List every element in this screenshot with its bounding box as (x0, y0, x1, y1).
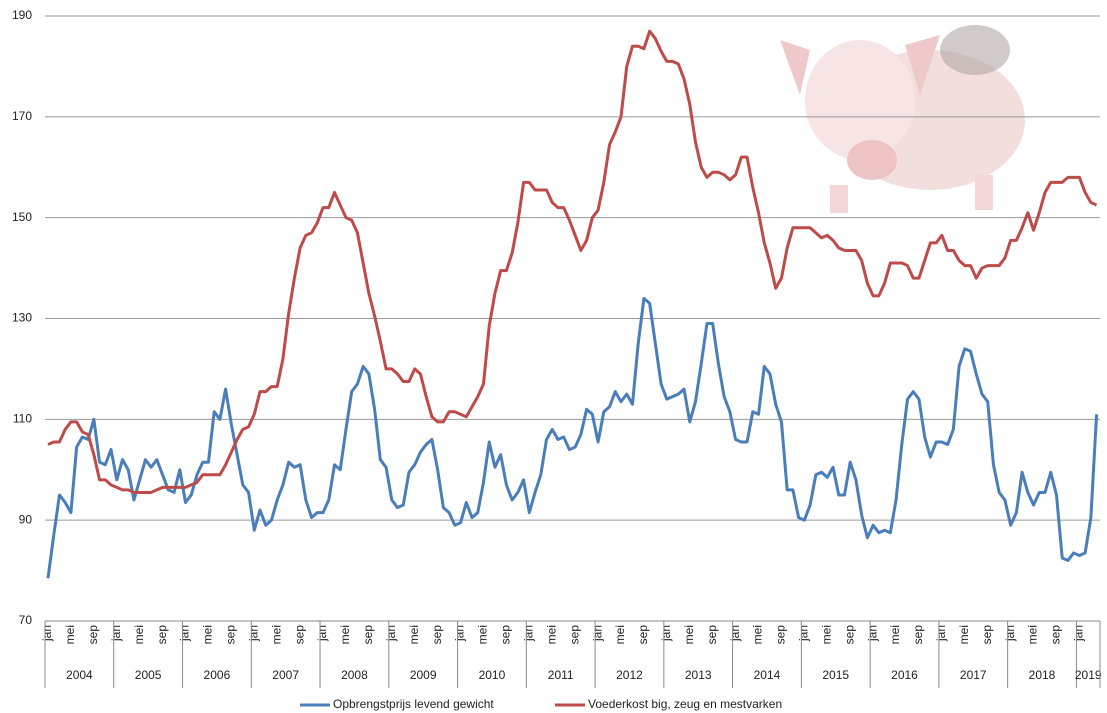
x-tick-label: sep (705, 625, 719, 645)
x-tick-label: jan (521, 625, 535, 642)
year-label: 2013 (685, 668, 712, 682)
x-tick-label: mei (544, 625, 558, 644)
year-label: 2016 (891, 668, 918, 682)
x-tick-label: jan (109, 625, 123, 642)
x-tick-label: mei (1026, 625, 1040, 644)
x-tick-label: sep (911, 625, 925, 645)
x-tick-label: mei (613, 625, 627, 644)
year-label: 2006 (204, 668, 231, 682)
year-label: 2014 (754, 668, 781, 682)
x-tick-label: mei (201, 625, 215, 644)
x-tick-label: sep (842, 625, 856, 645)
legend-label: Voederkost big, zeug en mestvarken (588, 697, 782, 711)
x-tick-label: mei (338, 625, 352, 644)
y-tick-label: 90 (19, 512, 33, 526)
x-tick-label: sep (155, 625, 169, 645)
year-label: 2018 (1029, 668, 1056, 682)
y-tick-label: 130 (12, 311, 32, 325)
chart: 7090110130150170190janmeisepjanmeisepjan… (0, 0, 1107, 713)
x-tick-label: sep (774, 625, 788, 645)
x-tick-label: sep (86, 625, 100, 645)
x-tick-label: sep (292, 625, 306, 645)
x-tick-label: sep (224, 625, 238, 645)
x-tick-label: jan (797, 625, 811, 642)
y-tick-label: 170 (12, 109, 32, 123)
series-line (48, 298, 1097, 578)
year-label: 2005 (135, 668, 162, 682)
x-tick-label: jan (384, 625, 398, 642)
x-tick-label: jan (659, 625, 673, 642)
year-label: 2015 (822, 668, 849, 682)
x-tick-label: jan (1072, 625, 1086, 642)
year-label: 2012 (616, 668, 643, 682)
x-tick-label: mei (751, 625, 765, 644)
x-tick-label: mei (407, 625, 421, 644)
y-tick-label: 70 (19, 613, 33, 627)
x-tick-label: mei (132, 625, 146, 644)
x-tick-label: mei (957, 625, 971, 644)
x-tick-label: sep (567, 625, 581, 645)
x-tick-label: jan (178, 625, 192, 642)
x-tick-label: mei (476, 625, 490, 644)
x-tick-label: jan (1003, 625, 1017, 642)
x-tick-label: sep (980, 625, 994, 645)
year-label: 2004 (66, 668, 93, 682)
year-label: 2019 (1075, 668, 1102, 682)
y-tick-label: 150 (12, 210, 32, 224)
x-tick-label: sep (361, 625, 375, 645)
x-tick-label: sep (499, 625, 513, 645)
x-tick-label: mei (682, 625, 696, 644)
year-label: 2009 (410, 668, 437, 682)
year-label: 2011 (548, 668, 574, 682)
x-tick-label: sep (1049, 625, 1063, 645)
y-tick-label: 190 (12, 8, 32, 22)
x-tick-label: mei (269, 625, 283, 644)
legend-label: Opbrengstprijs levend gewicht (333, 697, 494, 711)
x-tick-label: mei (888, 625, 902, 644)
x-tick-label: jan (40, 625, 54, 642)
x-tick-label: jan (315, 625, 329, 642)
x-tick-label: jan (865, 625, 879, 642)
x-tick-label: jan (246, 625, 260, 642)
x-tick-label: sep (430, 625, 444, 645)
x-tick-label: jan (934, 625, 948, 642)
x-tick-label: mei (819, 625, 833, 644)
year-label: 2007 (272, 668, 299, 682)
x-tick-label: jan (728, 625, 742, 642)
x-tick-label: jan (590, 625, 604, 642)
x-tick-label: mei (63, 625, 77, 644)
year-label: 2017 (960, 668, 987, 682)
x-tick-label: sep (636, 625, 650, 645)
x-tick-label: jan (453, 625, 467, 642)
y-tick-label: 110 (13, 412, 32, 426)
pig-illustration (772, 5, 1038, 213)
year-label: 2010 (479, 668, 506, 682)
year-label: 2008 (341, 668, 368, 682)
